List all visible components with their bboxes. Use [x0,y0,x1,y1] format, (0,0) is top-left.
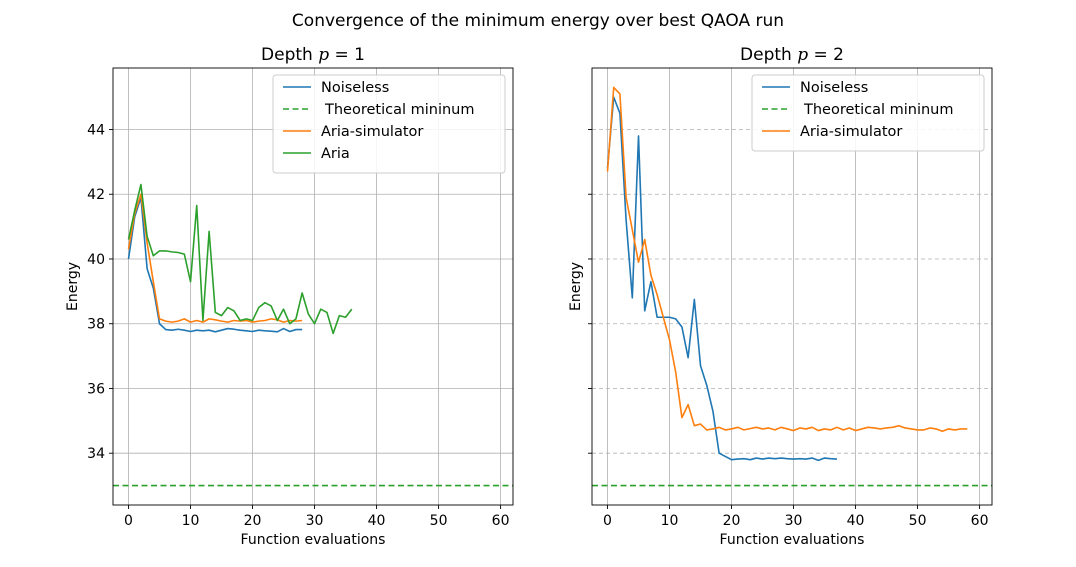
plot-lines [113,183,513,487]
subplot-title: Depth p = 1 [261,45,365,65]
y-tick-label: 42 [87,187,105,203]
subplot-title-prefix: Depth [261,45,318,65]
axes-frame [591,67,993,506]
y-tick-label: 34 [87,446,105,462]
x-tick-label: 60 [492,513,510,529]
legend-label: Noiseless [800,80,868,96]
legend: Noiseless Theoretical mininum Aria-simulat… [751,74,985,152]
subplot-title-suffix: = 1 [329,45,365,65]
legend-label: Aria-simulator [800,124,902,140]
legend-label: Theoretical mininum [803,102,954,118]
x-axis-label: Function evaluations [241,532,386,548]
axes-frame [112,67,514,506]
x-tick-label: 30 [785,513,803,529]
x-axis-label: Function evaluations [720,532,865,548]
subplot-title-var: p [318,45,329,65]
x-tick-label: 30 [306,513,324,529]
x-tick-label: 50 [430,513,448,529]
legend-frame [272,74,506,174]
x-tick-label: 40 [368,513,386,529]
subplot-depth-1: 0 10 20 30 40 50 60 34 36 38 40 42 44 Function evalua… [65,45,514,548]
subplot-depth-2: 0 10 20 30 40 50 60 Function evaluations Energy D… [568,45,993,548]
y-axis-label: Energy [65,262,81,311]
plot-lines [592,86,992,487]
aria-line [127,183,353,335]
legend-frame [751,74,985,152]
legend: Noiseless Theoretical mininum Aria-simulat… [272,74,506,174]
y-tick-label: 44 [87,123,105,139]
subplot-title-suffix: = 2 [808,45,844,65]
legend-label: Aria-simulator [321,124,423,140]
subplot-title: Depth p = 2 [740,45,844,65]
y-tick-label: 38 [87,317,105,333]
x-tick-label: 0 [603,513,612,529]
x-tick-label: 60 [971,513,989,529]
x-tick-label: 10 [661,513,679,529]
x-tick-label: 40 [847,513,865,529]
y-axis-label: Energy [568,262,584,311]
aria-simulator-line [606,86,968,433]
x-tick-label: 20 [723,513,741,529]
x-tick-label: 20 [244,513,262,529]
y-tick-label: 40 [87,252,105,268]
legend-label: Theoretical mininum [324,102,475,118]
noiseless-line [127,196,303,333]
aria-simulator-line [127,193,303,323]
x-tick-label: 50 [909,513,927,529]
x-tick-label: 0 [124,513,133,529]
x-tick-label: 10 [182,513,200,529]
legend-label: Noiseless [321,80,389,96]
subplot-title-var: p [797,45,808,65]
figure-suptitle: Convergence of the minimum energy over b… [292,11,784,31]
y-tick-label: 36 [87,381,105,397]
noiseless-line [606,96,838,462]
subplot-title-prefix: Depth [740,45,797,65]
legend-label: Aria [321,146,350,162]
